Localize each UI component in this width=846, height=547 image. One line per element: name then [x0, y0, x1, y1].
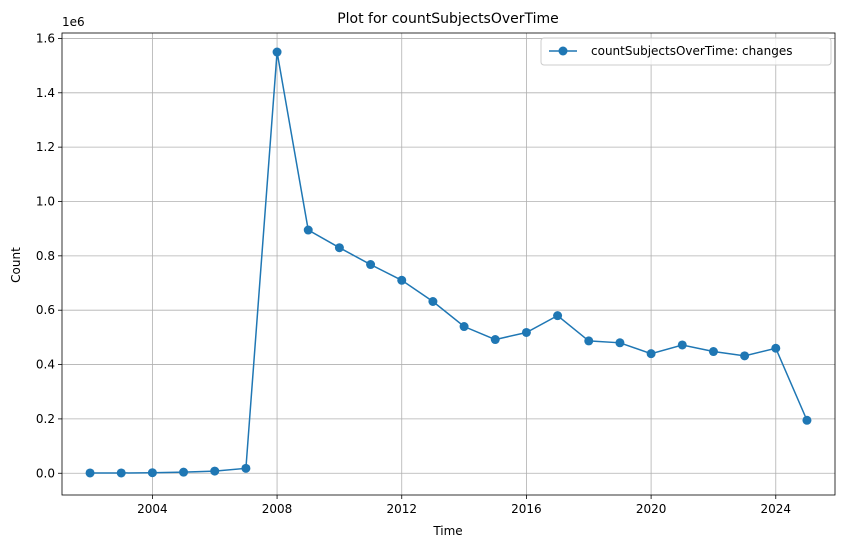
data-point: [708, 347, 718, 357]
y-offset-label: 1e6: [62, 15, 85, 29]
data-point: [740, 351, 750, 361]
data-point: [179, 467, 189, 477]
data-point: [584, 336, 594, 346]
y-axis-label: Count: [9, 247, 23, 283]
legend-marker: [558, 46, 568, 56]
data-point: [428, 297, 438, 307]
data-point: [334, 243, 344, 253]
x-tick-label: 2008: [262, 502, 293, 516]
y-tick-label: 0.4: [36, 358, 55, 372]
x-tick-label: 2024: [761, 502, 792, 516]
data-point: [272, 47, 282, 57]
y-axis: 0.0 0.2 0.4 0.6 0.8 1.0 1.2 1.4 1.6: [36, 31, 62, 480]
data-point: [210, 466, 220, 476]
data-point: [490, 335, 500, 345]
y-tick-label: 1.2: [36, 140, 55, 154]
axes-frame: [61, 32, 836, 496]
series-layer: [85, 47, 812, 478]
data-point: [241, 463, 251, 473]
x-tick-label: 2020: [636, 502, 667, 516]
data-point: [553, 311, 563, 321]
x-axis-label: Time: [432, 524, 462, 538]
data-point: [677, 340, 687, 350]
chart-title: Plot for countSubjectsOverTime: [337, 11, 559, 27]
x-axis: 2004 2008 2012 2016 2020 2024: [137, 495, 791, 516]
data-point: [771, 343, 781, 353]
legend-box: [540, 37, 832, 66]
data-point: [116, 468, 126, 478]
y-tick-label: 0.2: [36, 412, 55, 426]
data-point: [459, 322, 469, 332]
data-point: [397, 275, 407, 285]
y-tick-label: 0.0: [36, 466, 55, 480]
x-tick-label: 2004: [137, 502, 168, 516]
series-line: [90, 51, 808, 474]
data-point: [646, 349, 656, 359]
legend: countSubjectsOverTime: changes: [540, 37, 832, 66]
y-tick-label: 1.0: [36, 194, 55, 208]
y-tick-label: 1.6: [36, 31, 55, 45]
y-tick-label: 1.4: [36, 86, 55, 100]
data-point: [521, 327, 531, 337]
data-point: [366, 260, 376, 270]
y-tick-label: 0.6: [36, 303, 55, 317]
plot-frame: [61, 32, 836, 496]
data-point: [802, 415, 812, 425]
y-tick-label: 0.8: [36, 249, 55, 263]
grid: [62, 33, 835, 495]
x-tick-label: 2016: [511, 502, 542, 516]
legend-label: countSubjectsOverTime: changes: [591, 44, 792, 58]
data-point: [85, 468, 95, 478]
data-point: [615, 338, 625, 348]
x-tick-label: 2012: [386, 502, 417, 516]
data-point: [303, 225, 313, 235]
data-point: [147, 468, 157, 478]
